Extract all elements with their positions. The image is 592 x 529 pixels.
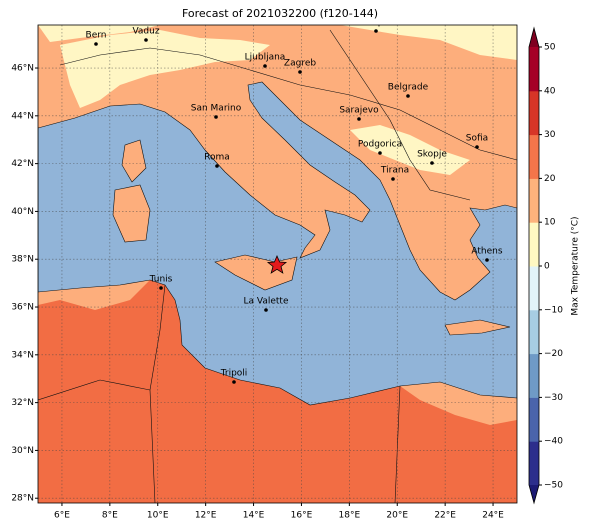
city-label: Budapest	[355, 18, 398, 28]
colorbar-tick-label: 40	[544, 86, 556, 96]
border	[59, 47, 517, 161]
city-dot	[263, 64, 267, 68]
colorbar-tick-label: 50	[544, 43, 556, 53]
city-label: Tunis	[149, 275, 173, 285]
city-dot	[214, 115, 218, 119]
city-label: Bern	[86, 31, 107, 41]
lon-tick-label: 14°E	[243, 511, 265, 521]
colorbar-tick-label: 0	[544, 262, 550, 272]
colorbar-band	[529, 441, 539, 486]
city-dot	[215, 164, 219, 168]
city-label: Ljubljana	[245, 53, 286, 63]
lat-tick-label: 28°N	[11, 494, 34, 504]
city-label: Vaduz	[132, 27, 159, 37]
mountains	[350, 125, 470, 175]
island-sardinia	[112, 184, 151, 243]
colorbar-tick-label: 20	[544, 174, 556, 184]
lon-tick-label: 12°E	[195, 511, 217, 521]
city-label: Tirana	[380, 166, 409, 176]
mountains	[340, 25, 517, 60]
colorbar-band	[529, 178, 539, 223]
lon-tick-label: 10°E	[147, 511, 169, 521]
border	[38, 379, 151, 401]
city-label: Zagreb	[284, 59, 316, 69]
city-dot	[391, 177, 395, 181]
lat-tick-label: 32°N	[11, 398, 34, 408]
city-dot	[475, 145, 479, 149]
lat-tick-label: 46°N	[11, 64, 34, 74]
lon-tick-label: 6°E	[54, 511, 70, 521]
island-corsica	[121, 139, 147, 183]
colorbar-extend	[529, 28, 539, 47]
city-dot	[232, 380, 236, 384]
colorbar-band	[529, 397, 539, 442]
city-dot	[264, 308, 268, 312]
colorbar-band	[529, 309, 539, 355]
colorbar-band	[529, 266, 539, 311]
colorbar-tick-label: −10	[544, 305, 563, 315]
colorbar-tick-label: −20	[544, 349, 563, 359]
lat-tick-label: 30°N	[11, 446, 34, 456]
city-dot	[485, 258, 489, 262]
colorbar-label: Max Temperature (°C)	[571, 216, 581, 315]
colorbar-band	[529, 222, 539, 267]
lon-tick-label: 22°E	[434, 511, 456, 521]
lon-tick-label: 16°E	[291, 511, 313, 521]
map-title: Forecast of 2021032200 (f120-144)	[182, 7, 378, 20]
mountains	[38, 25, 160, 42]
city-label: Sarajevo	[339, 106, 379, 116]
lat-tick-label: 44°N	[11, 111, 34, 121]
lon-tick-label: 8°E	[102, 511, 118, 521]
colorbar-tick-label: 10	[544, 218, 556, 228]
map-frame	[37, 24, 518, 504]
city-dot	[94, 42, 98, 46]
lat-tick-label: 36°N	[11, 303, 34, 313]
border	[394, 385, 401, 503]
colorbar-band	[529, 353, 539, 398]
mountains	[60, 30, 270, 108]
colorbar-tick-label: −30	[544, 393, 563, 403]
city-dot	[374, 29, 378, 33]
colorbar-tick-label: −40	[544, 437, 563, 447]
city-dot	[159, 286, 163, 290]
colorbar-band	[529, 47, 539, 92]
city-label: Tripoli	[220, 369, 248, 379]
land-coast-band	[38, 280, 150, 310]
city-label: Skopje	[417, 150, 447, 160]
city-label: La Valette	[244, 297, 289, 307]
land-coast-band	[400, 382, 517, 425]
lat-tick-label: 38°N	[11, 255, 34, 265]
colorbar-tick-label: 30	[544, 130, 556, 140]
city-dot	[298, 70, 302, 74]
colorbar-band	[529, 134, 539, 179]
colorbar-tick-label: −50	[544, 481, 563, 491]
island-crete	[444, 319, 511, 336]
location-star	[266, 254, 288, 274]
lat-tick-label: 34°N	[11, 350, 34, 360]
city-label: Roma	[204, 153, 230, 163]
city-label: Athens	[471, 247, 502, 257]
city-label: Belgrade	[388, 83, 429, 93]
lat-tick-label: 42°N	[11, 159, 34, 169]
lat-tick-label: 40°N	[11, 207, 34, 217]
city-label: Podgorica	[358, 140, 402, 150]
city-dot	[357, 117, 361, 121]
lon-tick-label: 20°E	[386, 511, 408, 521]
colorbar-band	[529, 90, 539, 136]
city-dot	[144, 38, 148, 42]
colorbar-extend	[529, 485, 539, 503]
border	[149, 284, 166, 503]
city-dot	[378, 151, 382, 155]
city-label: San Marino	[191, 104, 242, 114]
city-dot	[406, 94, 410, 98]
city-label: Sofia	[466, 134, 488, 144]
city-dot	[430, 161, 434, 165]
lon-tick-label: 24°E	[482, 511, 504, 521]
lon-tick-label: 18°E	[339, 511, 361, 521]
border	[329, 29, 471, 201]
